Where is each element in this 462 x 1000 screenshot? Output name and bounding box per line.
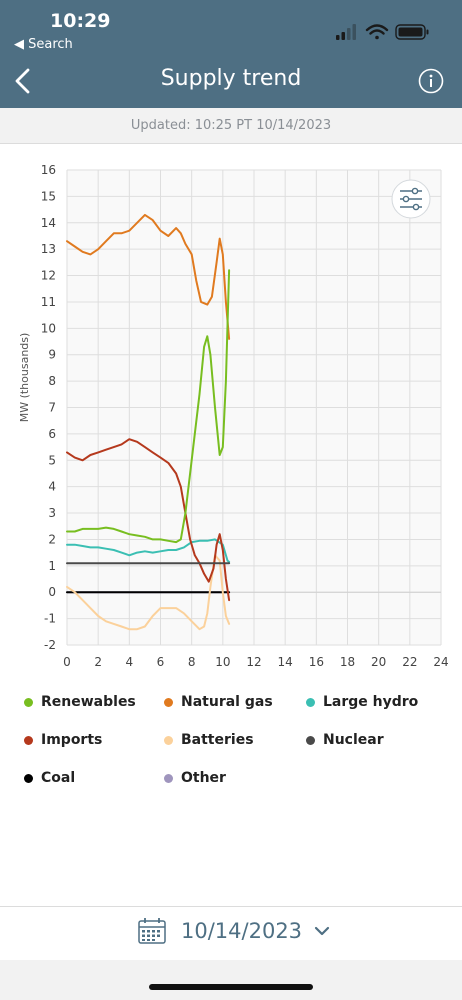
series-line-natural-gas bbox=[66, 213, 231, 340]
chart-series bbox=[66, 213, 231, 631]
legend-label: Batteries bbox=[181, 732, 254, 748]
x-tick-label: 10 bbox=[215, 655, 230, 669]
legend-dot bbox=[306, 735, 315, 745]
legend-dot bbox=[24, 773, 33, 783]
legend-dot bbox=[164, 773, 173, 783]
y-tick-label: 0 bbox=[48, 585, 56, 599]
x-tick-label: 12 bbox=[246, 655, 261, 669]
battery-icon bbox=[395, 24, 429, 40]
y-tick-label: -2 bbox=[44, 638, 56, 652]
x-tick-label: 4 bbox=[126, 655, 134, 669]
x-tick-label: 20 bbox=[371, 655, 386, 669]
legend-item-large-hydro[interactable]: Large hydro bbox=[306, 693, 418, 711]
series-line-renewables bbox=[66, 269, 231, 544]
updated-timestamp: Updated: 10:25 PT 10/14/2023 bbox=[0, 108, 462, 144]
y-tick-label: 15 bbox=[41, 189, 56, 203]
series-line-large-hydro bbox=[66, 538, 231, 563]
legend-label: Renewables bbox=[41, 694, 136, 710]
y-axis-label: MW (thousands) bbox=[18, 333, 31, 423]
chart-grid bbox=[66, 169, 442, 646]
y-tick-label: 11 bbox=[41, 295, 56, 309]
legend-dot bbox=[24, 735, 33, 745]
y-tick-label: 5 bbox=[48, 453, 56, 467]
legend-label: Large hydro bbox=[323, 694, 419, 710]
y-tick-label: 4 bbox=[48, 480, 56, 494]
wifi-icon bbox=[365, 24, 389, 40]
info-icon[interactable] bbox=[418, 68, 444, 94]
legend-label: Coal bbox=[41, 770, 76, 786]
chevron-down-icon bbox=[314, 926, 330, 936]
legend-item-natural-gas[interactable]: Natural gas bbox=[164, 693, 273, 711]
legend-dot bbox=[164, 697, 173, 707]
x-tick-label: 0 bbox=[63, 655, 71, 669]
x-tick-label: 14 bbox=[278, 655, 293, 669]
x-tick-label: 16 bbox=[309, 655, 324, 669]
legend-label: Other bbox=[181, 770, 226, 786]
y-tick-label: 3 bbox=[48, 506, 56, 520]
y-tick-label: 10 bbox=[41, 321, 56, 335]
status-icons bbox=[336, 24, 429, 40]
legend-dot bbox=[24, 697, 33, 707]
legend-item-coal[interactable]: Coal bbox=[24, 769, 75, 787]
y-tick-label: 7 bbox=[48, 401, 56, 415]
y-tick-label: -1 bbox=[44, 612, 56, 626]
app-header: 10:29 ◀ Search Supply trend bbox=[0, 0, 462, 108]
date-picker-bar: 10/14/2023 bbox=[0, 906, 462, 961]
legend-dot bbox=[306, 697, 315, 707]
page-title: Supply trend bbox=[160, 66, 302, 91]
legend-label: Natural gas bbox=[181, 694, 273, 710]
legend-item-imports[interactable]: Imports bbox=[24, 731, 102, 749]
status-time: 10:29 bbox=[50, 10, 111, 32]
sliders-icon[interactable] bbox=[391, 179, 431, 219]
calendar-icon bbox=[138, 918, 166, 944]
x-axis-ticks: 0 2 4 6 8 10 12 14 16 18 20 22 24 bbox=[63, 655, 448, 669]
selected-date: 10/14/2023 bbox=[181, 919, 303, 943]
legend-item-other[interactable]: Other bbox=[164, 769, 226, 787]
series-line-imports bbox=[66, 438, 231, 602]
x-tick-label: 24 bbox=[433, 655, 448, 669]
chart-legend: Renewables Natural gas Large hydro Impor… bbox=[0, 688, 462, 798]
y-tick-label: 14 bbox=[41, 216, 56, 230]
date-picker-button[interactable]: 10/14/2023 bbox=[137, 917, 332, 945]
y-tick-label: 9 bbox=[48, 348, 56, 362]
y-tick-label: 12 bbox=[41, 269, 56, 283]
y-tick-label: 13 bbox=[41, 242, 56, 256]
y-tick-label: 6 bbox=[48, 427, 56, 441]
legend-label: Imports bbox=[41, 732, 103, 748]
x-tick-label: 6 bbox=[157, 655, 165, 669]
x-tick-label: 2 bbox=[94, 655, 102, 669]
x-tick-label: 8 bbox=[188, 655, 196, 669]
home-indicator-area bbox=[0, 960, 462, 1000]
home-indicator[interactable] bbox=[149, 984, 313, 990]
back-to-search-link[interactable]: ◀ Search bbox=[14, 37, 73, 52]
y-tick-label: 8 bbox=[48, 374, 56, 388]
legend-dot bbox=[164, 735, 173, 745]
legend-item-nuclear[interactable]: Nuclear bbox=[306, 731, 384, 749]
y-tick-label: 2 bbox=[48, 532, 56, 546]
signal-icon bbox=[336, 24, 356, 40]
x-tick-label: 22 bbox=[402, 655, 417, 669]
y-tick-label: 16 bbox=[41, 163, 56, 177]
legend-item-renewables[interactable]: Renewables bbox=[24, 693, 136, 711]
x-tick-label: 18 bbox=[340, 655, 355, 669]
chevron-left-icon[interactable] bbox=[10, 66, 36, 96]
legend-label: Nuclear bbox=[323, 732, 384, 748]
y-tick-label: 1 bbox=[48, 559, 56, 573]
legend-item-batteries[interactable]: Batteries bbox=[164, 731, 254, 749]
